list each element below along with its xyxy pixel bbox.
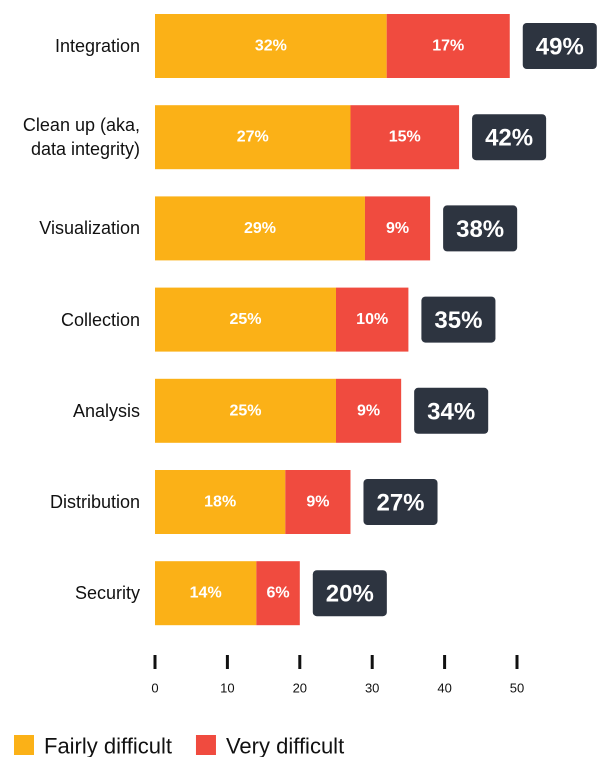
- value-label: 9%: [386, 220, 409, 237]
- value-label: 18%: [204, 494, 236, 511]
- total-box: [443, 205, 518, 252]
- x-tick-label: 10: [220, 681, 234, 696]
- category-label: Security: [74, 583, 140, 604]
- total-label: 35%: [434, 307, 482, 334]
- value-label: 9%: [357, 402, 380, 419]
- bar-segment: [386, 14, 510, 78]
- value-label: 29%: [244, 220, 276, 237]
- value-label: 14%: [190, 585, 222, 602]
- bar-segment: [155, 14, 387, 78]
- total-box: [363, 479, 438, 525]
- total-box: [414, 387, 489, 434]
- bar-segment: [155, 561, 257, 626]
- value-label: 10%: [356, 311, 388, 328]
- total-box: [472, 114, 547, 161]
- legend-label: Very difficult: [226, 734, 344, 757]
- bar-segment: [336, 287, 409, 352]
- bar-segment: [364, 196, 431, 261]
- x-tick-label: 30: [365, 681, 379, 696]
- bar-segment: [336, 378, 402, 443]
- bar-segment: [155, 378, 336, 443]
- bar-segment: [155, 287, 336, 352]
- value-label: 6%: [267, 585, 290, 602]
- value-label: 27%: [237, 129, 269, 146]
- total-box: [421, 296, 496, 343]
- value-label: 32%: [255, 38, 287, 55]
- bar-segment: [155, 470, 286, 534]
- value-label: 17%: [432, 38, 464, 55]
- category-label: Visualization: [39, 218, 140, 239]
- bar-segment: [155, 196, 365, 261]
- total-label: 27%: [376, 490, 424, 517]
- bar-segment: [256, 561, 300, 626]
- total-label: 20%: [326, 581, 374, 608]
- total-label: 42%: [485, 125, 533, 152]
- value-label: 15%: [389, 129, 421, 146]
- legend-swatch: [195, 735, 216, 755]
- legend-swatch: [14, 735, 34, 755]
- category-label: Clean up (aka, data integrity): [22, 115, 140, 160]
- bar-segment: [155, 105, 351, 170]
- total-label: 49%: [536, 34, 584, 61]
- total-label: 34%: [427, 398, 475, 425]
- x-tick-label: 40: [437, 681, 451, 696]
- x-tick-label: 50: [510, 681, 524, 696]
- bar-segment: [285, 470, 351, 534]
- category-label: Integration: [54, 36, 140, 56]
- bar-segment: [350, 105, 460, 170]
- total-label: 38%: [456, 216, 504, 243]
- category-label: Analysis: [72, 400, 140, 421]
- total-box: [312, 570, 387, 617]
- x-tick-label: 20: [293, 681, 307, 696]
- category-label: Collection: [60, 309, 140, 330]
- value-label: 25%: [229, 311, 261, 328]
- legend-label: Fairly difficult: [44, 734, 172, 757]
- value-label: 25%: [229, 402, 261, 419]
- total-box: [522, 23, 597, 69]
- category-label: Distribution: [49, 492, 140, 512]
- value-label: 9%: [306, 494, 329, 511]
- x-tick-label: 0: [151, 681, 158, 696]
